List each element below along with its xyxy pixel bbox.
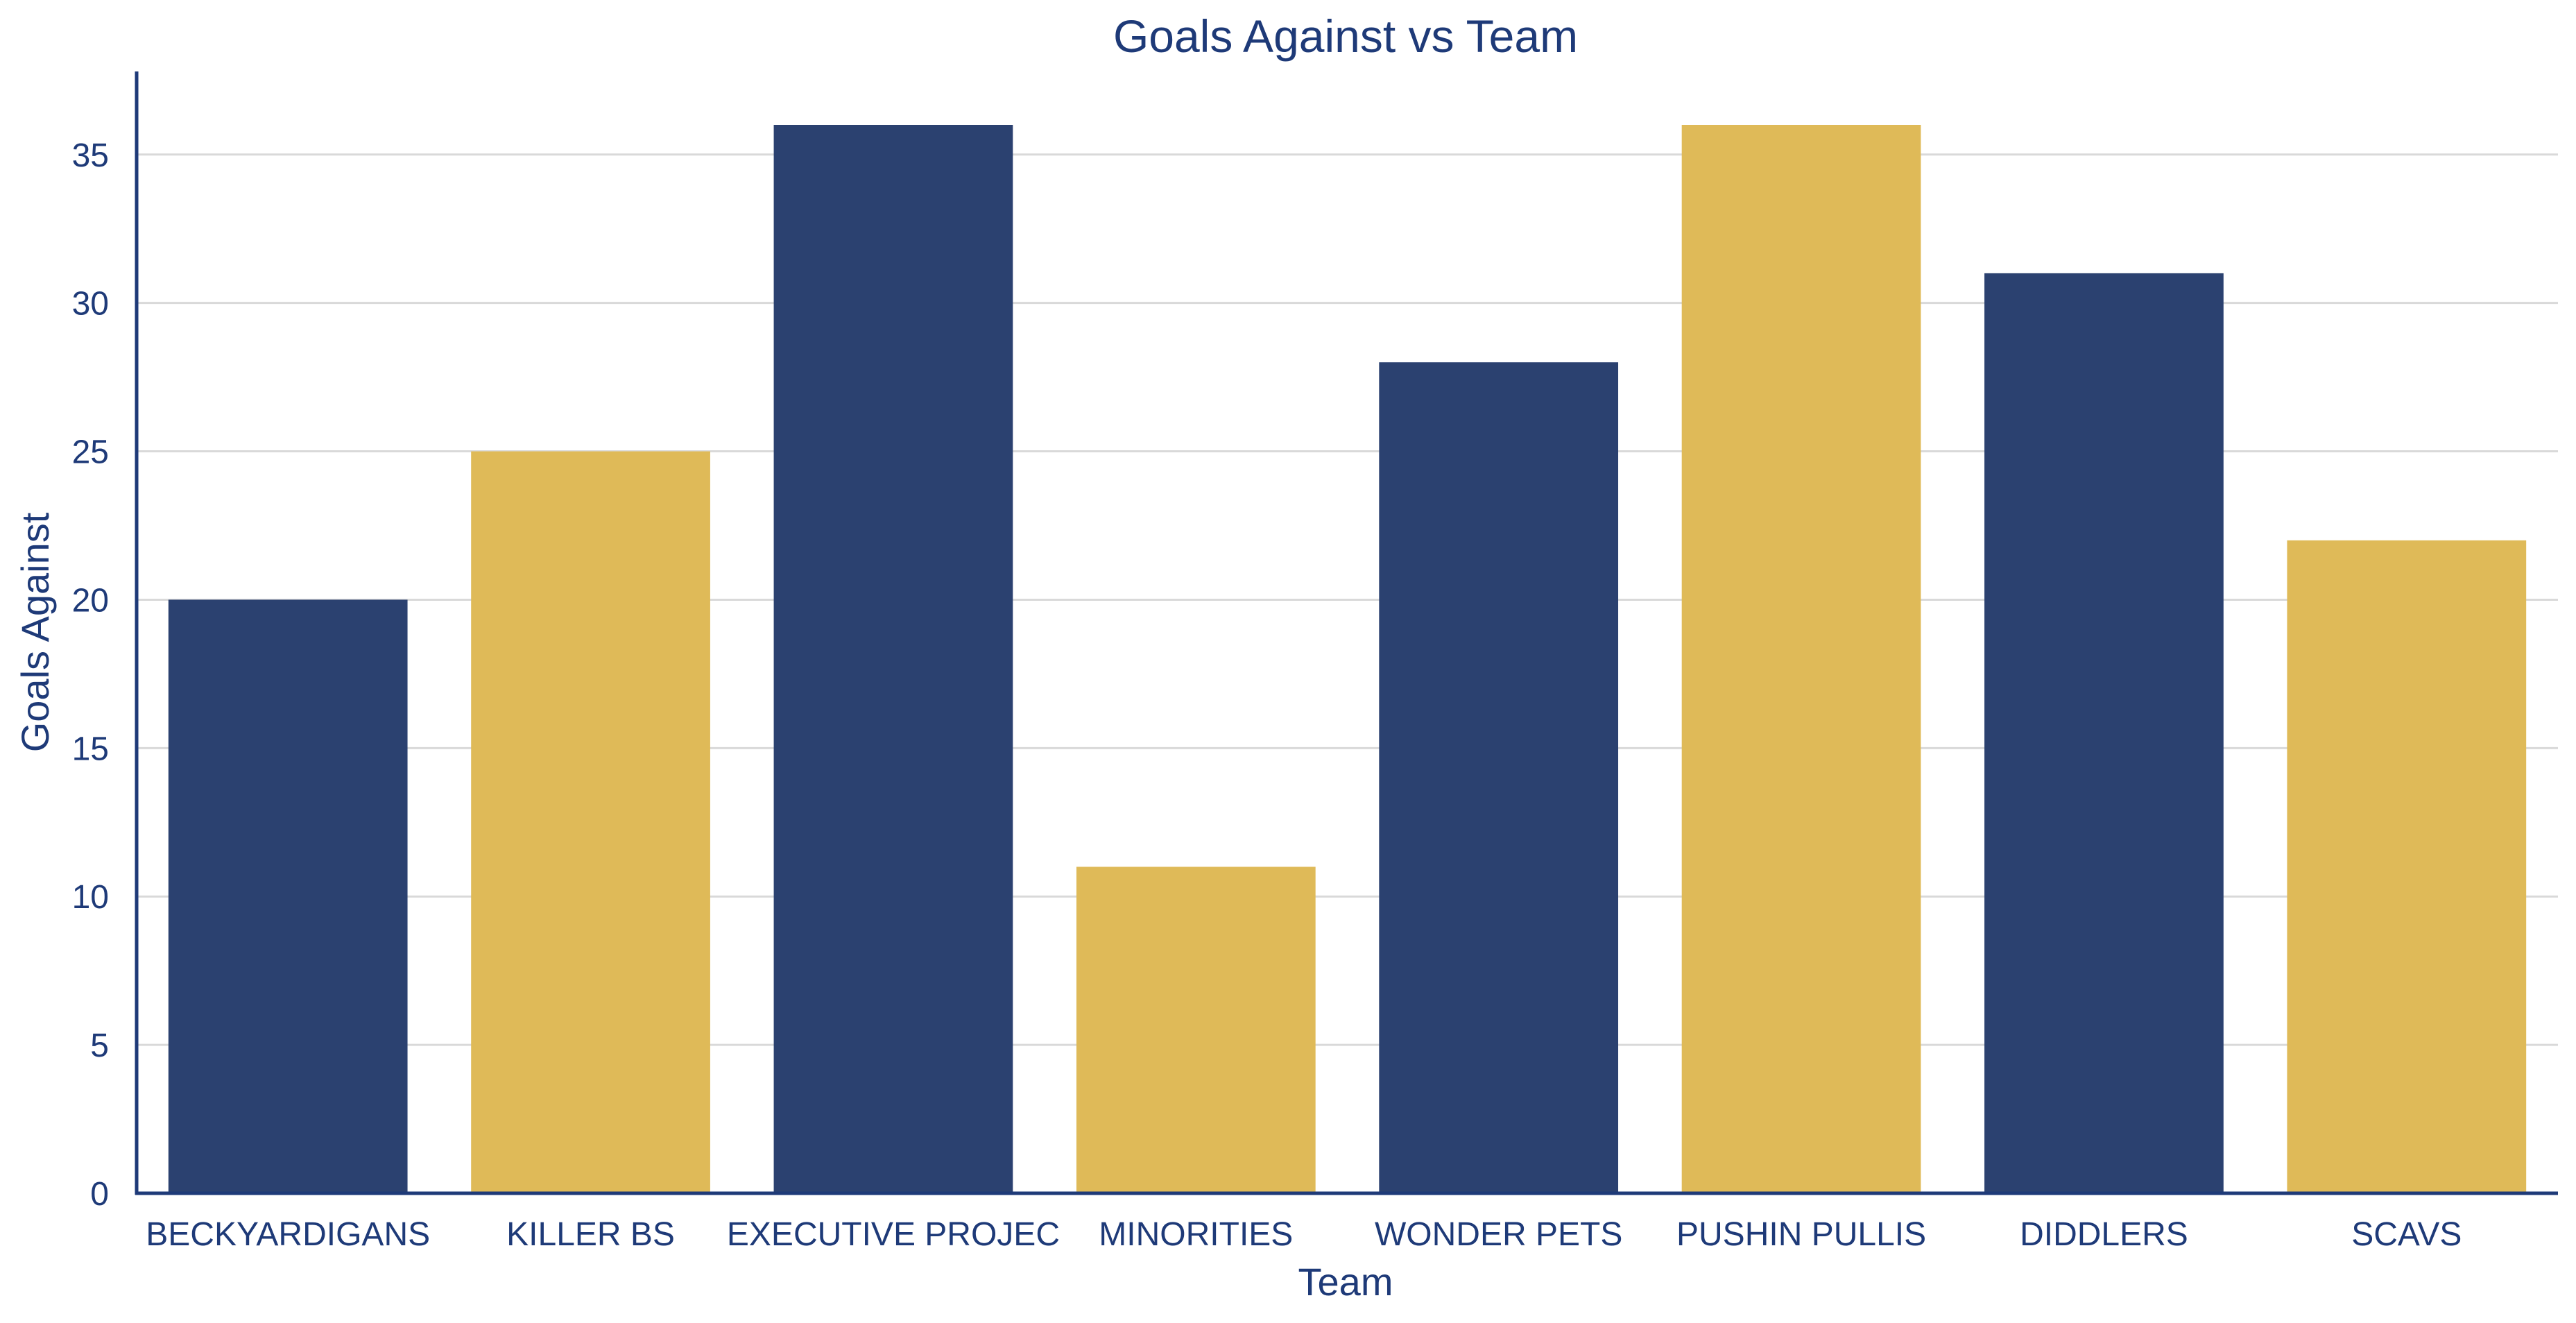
chart-title: Goals Against vs Team [1113,10,1578,62]
bar-executive-projec [773,125,1013,1193]
bar-killer-bs [471,451,710,1193]
x-tick-labels: BECKYARDIGANS KILLER BS EXECUTIVE PROJEC MI… [146,1216,2462,1253]
bar-wonder-pets [1379,362,1619,1194]
y-tick-label: 35 [72,137,109,174]
bars [168,125,2527,1194]
y-tick-label: 30 [72,286,109,323]
x-tick-label: WONDER PETS [1375,1216,1622,1253]
bar-beckyardigans [168,599,408,1193]
y-tick-labels: 0 5 10 15 20 25 30 35 [72,137,109,1213]
x-tick-label: MINORITIES [1099,1216,1293,1253]
y-tick-label: 25 [72,434,109,471]
y-tick-label: 5 [90,1027,109,1064]
x-axis-label: Team [1298,1260,1393,1304]
y-tick-label: 10 [72,879,109,916]
x-tick-label: PUSHIN PULLIS [1676,1216,1926,1253]
bar-pushin-pullis [1681,125,1921,1193]
axes [135,71,2558,1195]
y-tick-label: 20 [72,582,109,619]
y-axis-label: Goals Against [13,512,57,752]
y-tick-label: 15 [72,731,109,767]
x-tick-label: BECKYARDIGANS [146,1216,430,1253]
bar-scavs [2287,540,2527,1193]
x-tick-label: SCAVS [2351,1216,2462,1253]
bar-minorities [1076,867,1316,1193]
x-tick-label: KILLER BS [506,1216,675,1253]
x-tick-label: DIDDLERS [2020,1216,2188,1253]
bar-diddlers [1984,273,2224,1193]
y-tick-label: 0 [90,1176,109,1213]
x-tick-label: EXECUTIVE PROJEC [727,1216,1060,1253]
